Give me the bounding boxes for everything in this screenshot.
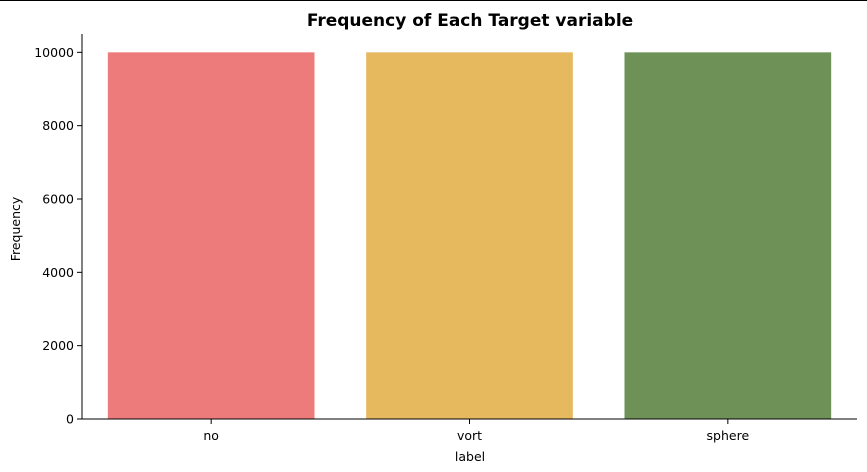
bar-sphere [624, 52, 832, 419]
y-axis-label: Frequency [8, 196, 23, 261]
x-axis-label: label [455, 449, 485, 464]
y-tick-label: 6000 [42, 192, 74, 207]
y-tick-label: 8000 [42, 118, 74, 133]
bar-no [107, 52, 315, 419]
x-tick-label-vort: vort [457, 428, 482, 443]
x-tick-label-sphere: sphere [707, 428, 750, 443]
plot-area: 0 2000 4000 6000 8000 10000 no vort sphere [34, 34, 857, 443]
y-tick-label: 2000 [42, 338, 74, 353]
y-tick-label: 10000 [34, 45, 74, 60]
chart-title: Frequency of Each Target variable [307, 11, 633, 31]
y-tick-label: 4000 [42, 265, 74, 280]
y-tick-label: 0 [66, 412, 74, 427]
bar-vort [366, 52, 573, 419]
x-tick-label-no: no [203, 428, 219, 443]
